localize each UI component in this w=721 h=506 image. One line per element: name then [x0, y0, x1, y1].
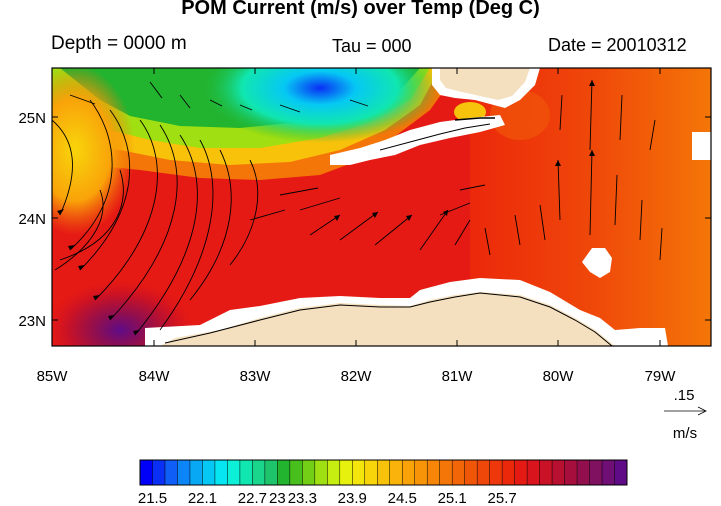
colorbar-swatch	[464, 460, 478, 485]
land-mask	[145, 68, 711, 346]
colorbar-swatch	[389, 460, 403, 485]
colorbar-swatch	[214, 460, 228, 485]
axis-ticks	[51, 68, 711, 346]
colorbar-swatch	[602, 460, 615, 485]
colorbar-label: 23	[269, 490, 286, 506]
date-label: Date = 20010312	[548, 35, 687, 55]
x-tick-label: 82W	[341, 368, 373, 385]
colorbar-label: 24.5	[388, 490, 417, 506]
colorbar-swatch	[414, 460, 428, 485]
colorbar-swatch	[552, 460, 565, 485]
x-tick-label: 80W	[543, 368, 575, 385]
colorbar-label: 23.9	[338, 490, 367, 506]
colorbar-swatch	[252, 460, 266, 485]
colorbar-label: 21.5	[138, 490, 167, 506]
colorbar-swatch	[164, 460, 178, 485]
x-tick-label: 81W	[442, 368, 474, 385]
colorbar-swatch	[364, 460, 378, 485]
vector-heads	[57, 80, 595, 335]
colorbar-swatch	[302, 460, 316, 485]
depth-label: Depth = 0000 m	[51, 33, 187, 54]
cuba-land	[160, 292, 615, 346]
map-frame	[51, 67, 712, 347]
colorbar-labels: 21.5 22.1 22.7 23 23.3 23.9 24.5 25.1 25.7	[138, 490, 517, 506]
colorbar-swatch	[289, 460, 303, 485]
colorbar-swatch	[439, 460, 453, 485]
colorbar-swatch	[402, 460, 416, 485]
current-vectors	[52, 79, 663, 336]
colorbar-label: 25.7	[488, 490, 517, 506]
colorbar-label: 22.7	[238, 490, 267, 506]
colorbar-label: 25.1	[438, 490, 467, 506]
colorbar-swatch	[452, 460, 465, 485]
colorbar-swatch	[427, 460, 440, 485]
colorbar-swatch	[577, 460, 590, 485]
colorbar-swatch	[564, 460, 578, 485]
reference-arrow-icon	[697, 406, 707, 416]
colorbar-swatch	[277, 460, 291, 485]
colorbar-swatch	[377, 460, 391, 485]
colorbar-swatch	[140, 460, 153, 485]
colorbar-label: 23.3	[288, 490, 317, 506]
x-tick-label: 79W	[645, 368, 677, 385]
colorbar-swatch	[614, 460, 628, 485]
colorbar-swatch	[189, 460, 203, 485]
colorbar-swatch	[352, 460, 366, 485]
x-tick-label: 84W	[139, 368, 171, 385]
colorbar-swatch	[489, 460, 503, 485]
colorbar-swatch	[477, 460, 490, 485]
colorbar-swatch	[502, 460, 515, 485]
florida-land	[440, 68, 530, 100]
colorbar-swatch	[177, 460, 191, 485]
colorbar-swatch	[202, 460, 216, 485]
x-tick-label: 83W	[240, 368, 272, 385]
x-tick-label: 85W	[37, 368, 69, 385]
y-tick-label: 25N	[18, 110, 46, 127]
colorbar-swatch	[539, 460, 553, 485]
reference-vector-value: .15	[674, 387, 695, 404]
figure-title: POM Current (m/s) over Temp (Deg C)	[181, 0, 540, 19]
colorbar-label: 22.1	[188, 490, 217, 506]
reference-vector-units: m/s	[673, 425, 697, 442]
colorbar-swatch	[239, 460, 253, 485]
colorbar-swatch	[227, 460, 241, 485]
tau-label: Tau = 000	[332, 36, 412, 56]
colorbar-swatch	[589, 460, 603, 485]
colorbar-swatch	[314, 460, 328, 485]
colorbar	[139, 459, 628, 486]
reference-vector: .15 m/s	[664, 387, 707, 442]
colorbar-swatch	[327, 460, 341, 485]
colorbar-swatch	[264, 460, 278, 485]
y-tick-label: 24N	[18, 211, 46, 228]
colorbar-swatch	[527, 460, 540, 485]
colorbar-swatch	[152, 460, 166, 485]
y-tick-label: 23N	[18, 313, 46, 330]
colorbar-swatch	[339, 460, 353, 485]
colorbar-swatch	[514, 460, 528, 485]
colorbar-frame	[139, 459, 628, 486]
